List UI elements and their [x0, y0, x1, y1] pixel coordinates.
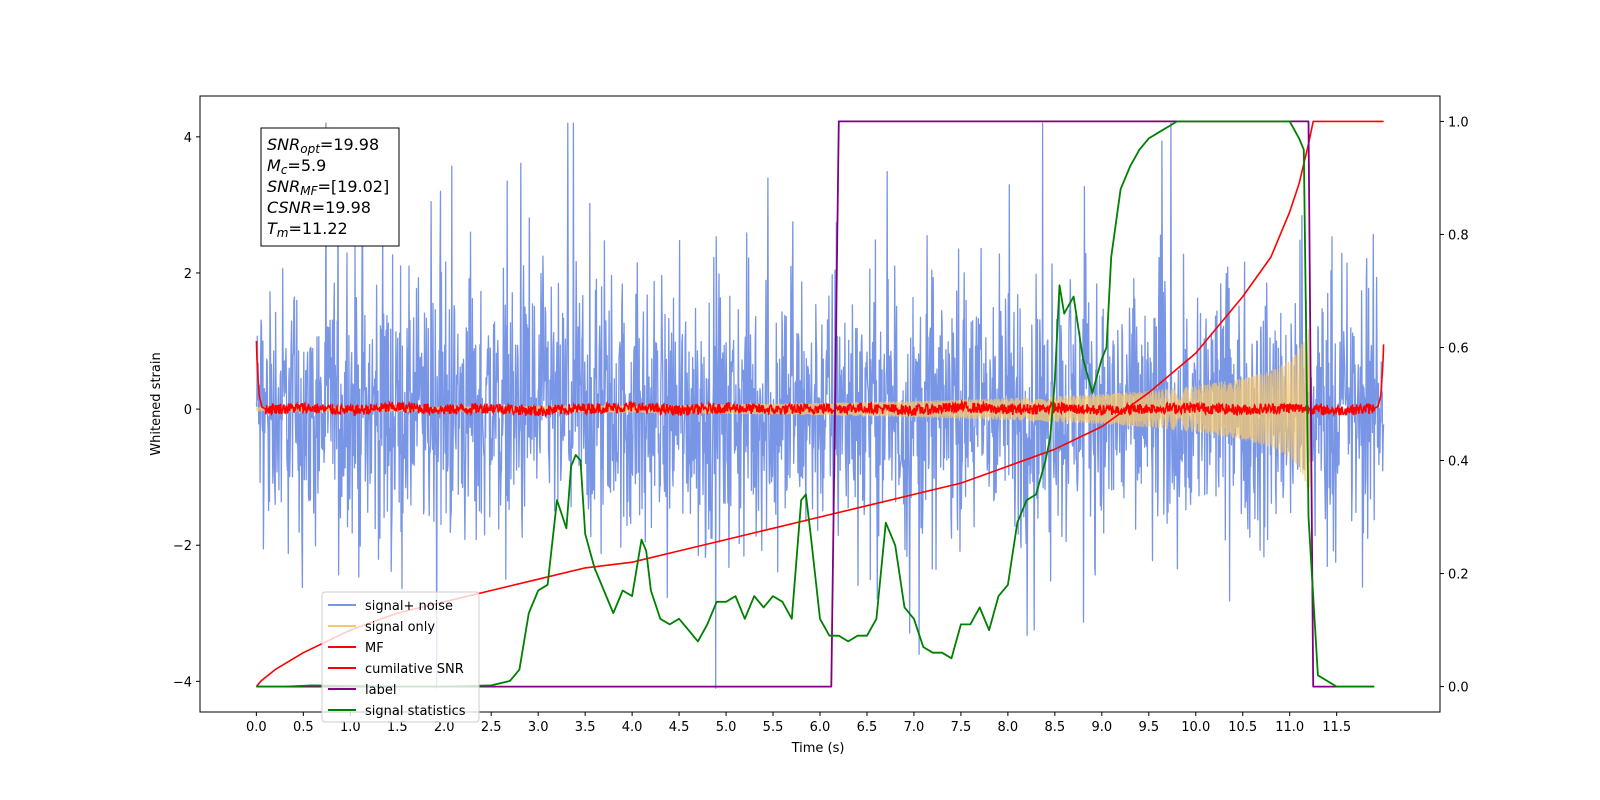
- annotation-line: Mc=5.9: [267, 156, 326, 177]
- x-tick-label: 4.0: [622, 720, 643, 735]
- x-tick-label: 0.0: [246, 720, 267, 735]
- x-tick-label: 7.0: [904, 720, 925, 735]
- y-axis-label: Whitened strain: [149, 352, 164, 455]
- series-signal-only-line: [255, 329, 1312, 488]
- series-mf-line: [255, 340, 1385, 418]
- x-tick-label: 10.0: [1181, 720, 1210, 735]
- x-axis-label: Time (s): [791, 741, 845, 756]
- x-tick-label: 10.5: [1228, 720, 1257, 735]
- y-tick-label: 0: [184, 403, 192, 418]
- y2-tick-label: 0.0: [1448, 681, 1469, 696]
- annotation-line: SNRMF=[19.02]: [267, 177, 389, 198]
- y-tick-label: 2: [184, 267, 192, 282]
- x-tick-label: 2.0: [434, 720, 455, 735]
- x-tick-label: 2.5: [481, 720, 502, 735]
- annotation-frame: [260, 127, 400, 247]
- annotation-line: Tm=11.22: [267, 219, 348, 240]
- x-tick-label: 9.0: [1091, 720, 1112, 735]
- y2-tick-label: 0.4: [1448, 455, 1469, 470]
- y2-tick-label: 0.6: [1448, 341, 1469, 356]
- x-tick-label: 5.5: [763, 720, 784, 735]
- legend-frame: [321, 591, 480, 723]
- y-tick-label: −2: [173, 539, 192, 554]
- annotation-box: SNRopt=19.98Mc=5.9SNRMF=[19.02]CSNR=19.9…: [260, 127, 400, 247]
- x-tick-label: 11.0: [1275, 720, 1304, 735]
- x-tick-label: 9.5: [1138, 720, 1159, 735]
- x-tick-label: 8.0: [998, 720, 1019, 735]
- annotation-line: CSNR=19.98: [267, 198, 371, 217]
- y2-tick-label: 0.2: [1448, 568, 1469, 583]
- legend-label: signal+ noise: [365, 599, 453, 614]
- y-axis-right: 0.0 0.2 0.4 0.6 0.8 1.0: [1440, 115, 1469, 696]
- y2-tick-label: 1.0: [1448, 115, 1469, 130]
- x-tick-label: 1.0: [340, 720, 361, 735]
- x-tick-label: 5.0: [716, 720, 737, 735]
- x-tick-label: 11.5: [1322, 720, 1351, 735]
- x-tick-label: 1.5: [387, 720, 408, 735]
- legend-label: signal statistics: [365, 704, 466, 719]
- y-axis-left: −4 −2 0 2 4: [173, 131, 200, 690]
- legend-label: label: [365, 683, 396, 698]
- y-tick-label: 4: [184, 131, 192, 146]
- y2-tick-label: 0.8: [1448, 228, 1469, 243]
- x-tick-label: 0.5: [293, 720, 314, 735]
- x-tick-label: 3.0: [528, 720, 549, 735]
- legend-label: cumilative SNR: [365, 662, 464, 677]
- x-tick-label: 6.0: [810, 720, 831, 735]
- x-tick-label: 8.5: [1045, 720, 1066, 735]
- annotation-line: SNRopt=19.98: [267, 135, 379, 156]
- x-tick-label: 4.5: [669, 720, 690, 735]
- legend-label: MF: [365, 641, 384, 656]
- x-axis: 0.0 0.5 1.0 1.5 2.0 2.5 3.0 3.5 4.0 4.5 5.0 5.5 6.0 6…: [246, 712, 1351, 735]
- y-tick-label: −4: [173, 675, 192, 690]
- x-tick-label: 7.5: [951, 720, 972, 735]
- x-tick-label: 3.5: [575, 720, 596, 735]
- legend: signal+ noise signal only MF cumilative SNR…: [321, 591, 480, 723]
- series-label-line: [256, 120, 1375, 688]
- x-tick-label: 6.5: [857, 720, 878, 735]
- legend-label: signal only: [365, 620, 435, 635]
- series-signal-statistics-line: [256, 120, 1375, 688]
